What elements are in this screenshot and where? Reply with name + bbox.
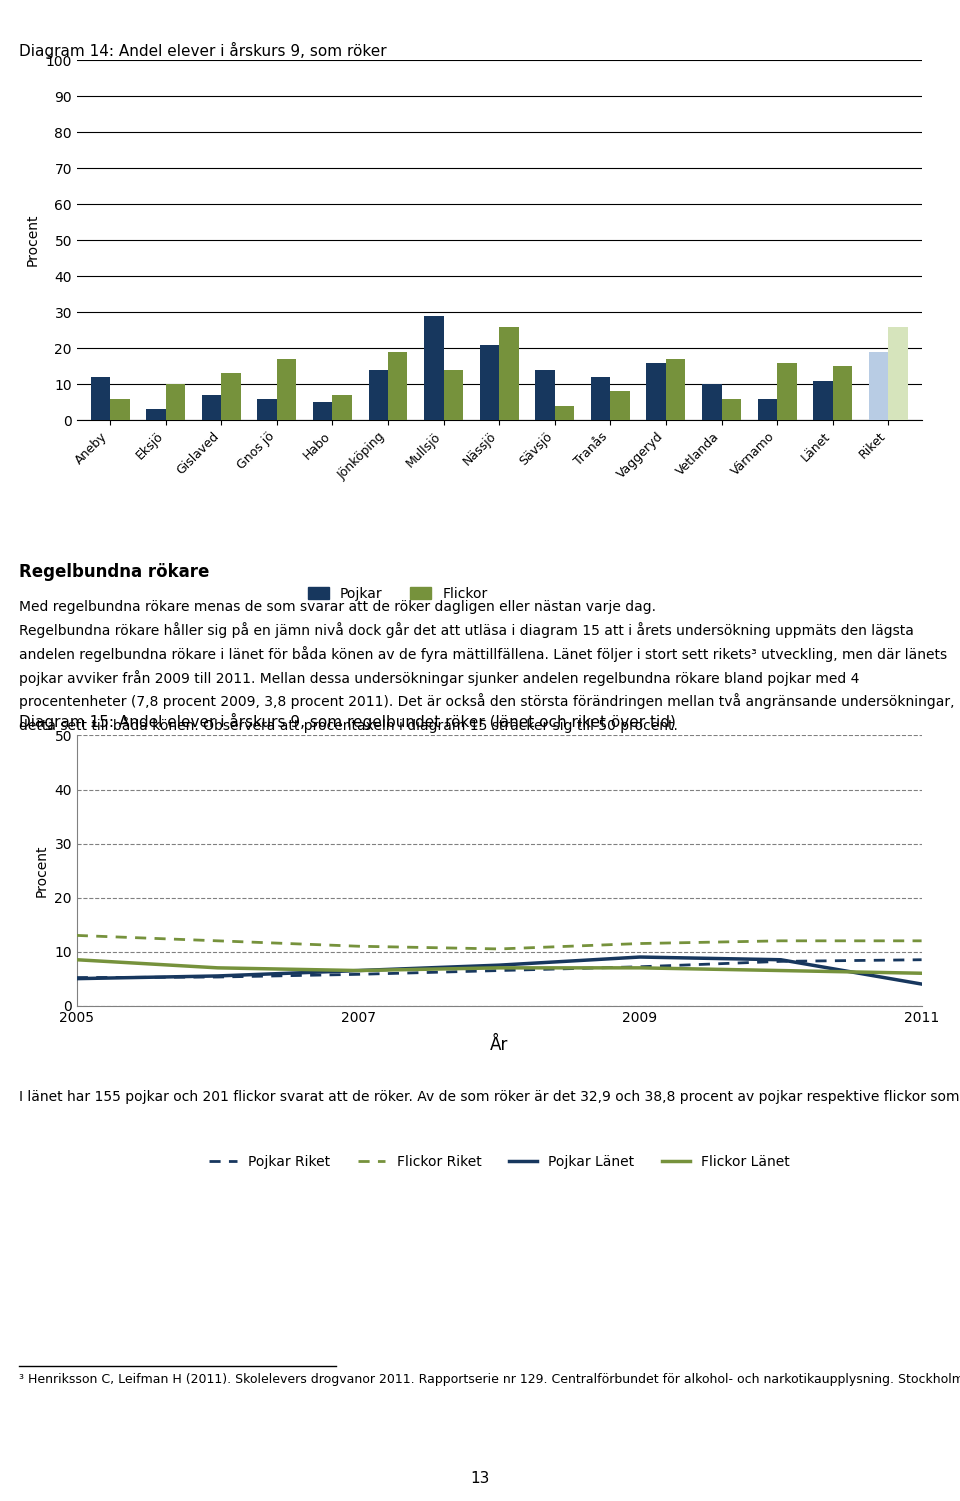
Bar — [611, 392, 630, 420]
Bar — [313, 402, 332, 420]
Bar — [480, 345, 499, 420]
Text: Med regelbundna rökare menas de som svarar att de röker dagligen eller nästan va: Med regelbundna rökare menas de som svar… — [19, 600, 954, 732]
Bar — [702, 384, 722, 420]
Legend: Pojkar, Flickor: Pojkar, Flickor — [308, 587, 488, 600]
Bar — [832, 366, 852, 420]
Bar — [166, 384, 185, 420]
Bar — [90, 377, 110, 420]
Bar — [666, 359, 685, 420]
Bar — [202, 395, 222, 420]
Text: Diagram 15: Andel elever i årskurs 9, som regelbundet röker (länet och riket öve: Diagram 15: Andel elever i årskurs 9, so… — [19, 713, 676, 729]
Bar — [276, 359, 297, 420]
Text: 13: 13 — [470, 1471, 490, 1486]
Bar — [222, 374, 241, 420]
Legend: Pojkar Riket, Flickor Riket, Pojkar Länet, Flickor Länet: Pojkar Riket, Flickor Riket, Pojkar Läne… — [204, 1150, 795, 1174]
Bar — [257, 399, 276, 420]
X-axis label: År: År — [490, 1036, 509, 1054]
Text: I länet har 155 pojkar och 201 flickor svarat att de röker. Av de som röker är d: I länet har 155 pojkar och 201 flickor s… — [19, 1088, 960, 1105]
Y-axis label: Procent: Procent — [35, 845, 49, 896]
Bar — [555, 405, 574, 420]
Bar — [369, 369, 388, 420]
Bar — [869, 351, 888, 420]
Text: Regelbundna rökare: Regelbundna rökare — [19, 563, 209, 581]
Text: ³ Henriksson C, Leifman H (2011). Skolelevers drogvanor 2011. Rapportserie nr 12: ³ Henriksson C, Leifman H (2011). Skolel… — [19, 1373, 960, 1387]
Bar — [424, 315, 444, 420]
Bar — [499, 327, 518, 420]
Text: Diagram 14: Andel elever i årskurs 9, som röker: Diagram 14: Andel elever i årskurs 9, so… — [19, 42, 387, 59]
Y-axis label: Procent: Procent — [26, 215, 40, 266]
Bar — [813, 381, 832, 420]
Bar — [777, 363, 797, 420]
Bar — [591, 377, 611, 420]
Bar — [722, 399, 741, 420]
Bar — [332, 395, 352, 420]
Bar — [444, 369, 463, 420]
Bar — [536, 369, 555, 420]
Bar — [888, 327, 908, 420]
Bar — [388, 351, 407, 420]
Bar — [110, 399, 130, 420]
Bar — [757, 399, 777, 420]
Bar — [646, 363, 666, 420]
Bar — [146, 410, 166, 420]
